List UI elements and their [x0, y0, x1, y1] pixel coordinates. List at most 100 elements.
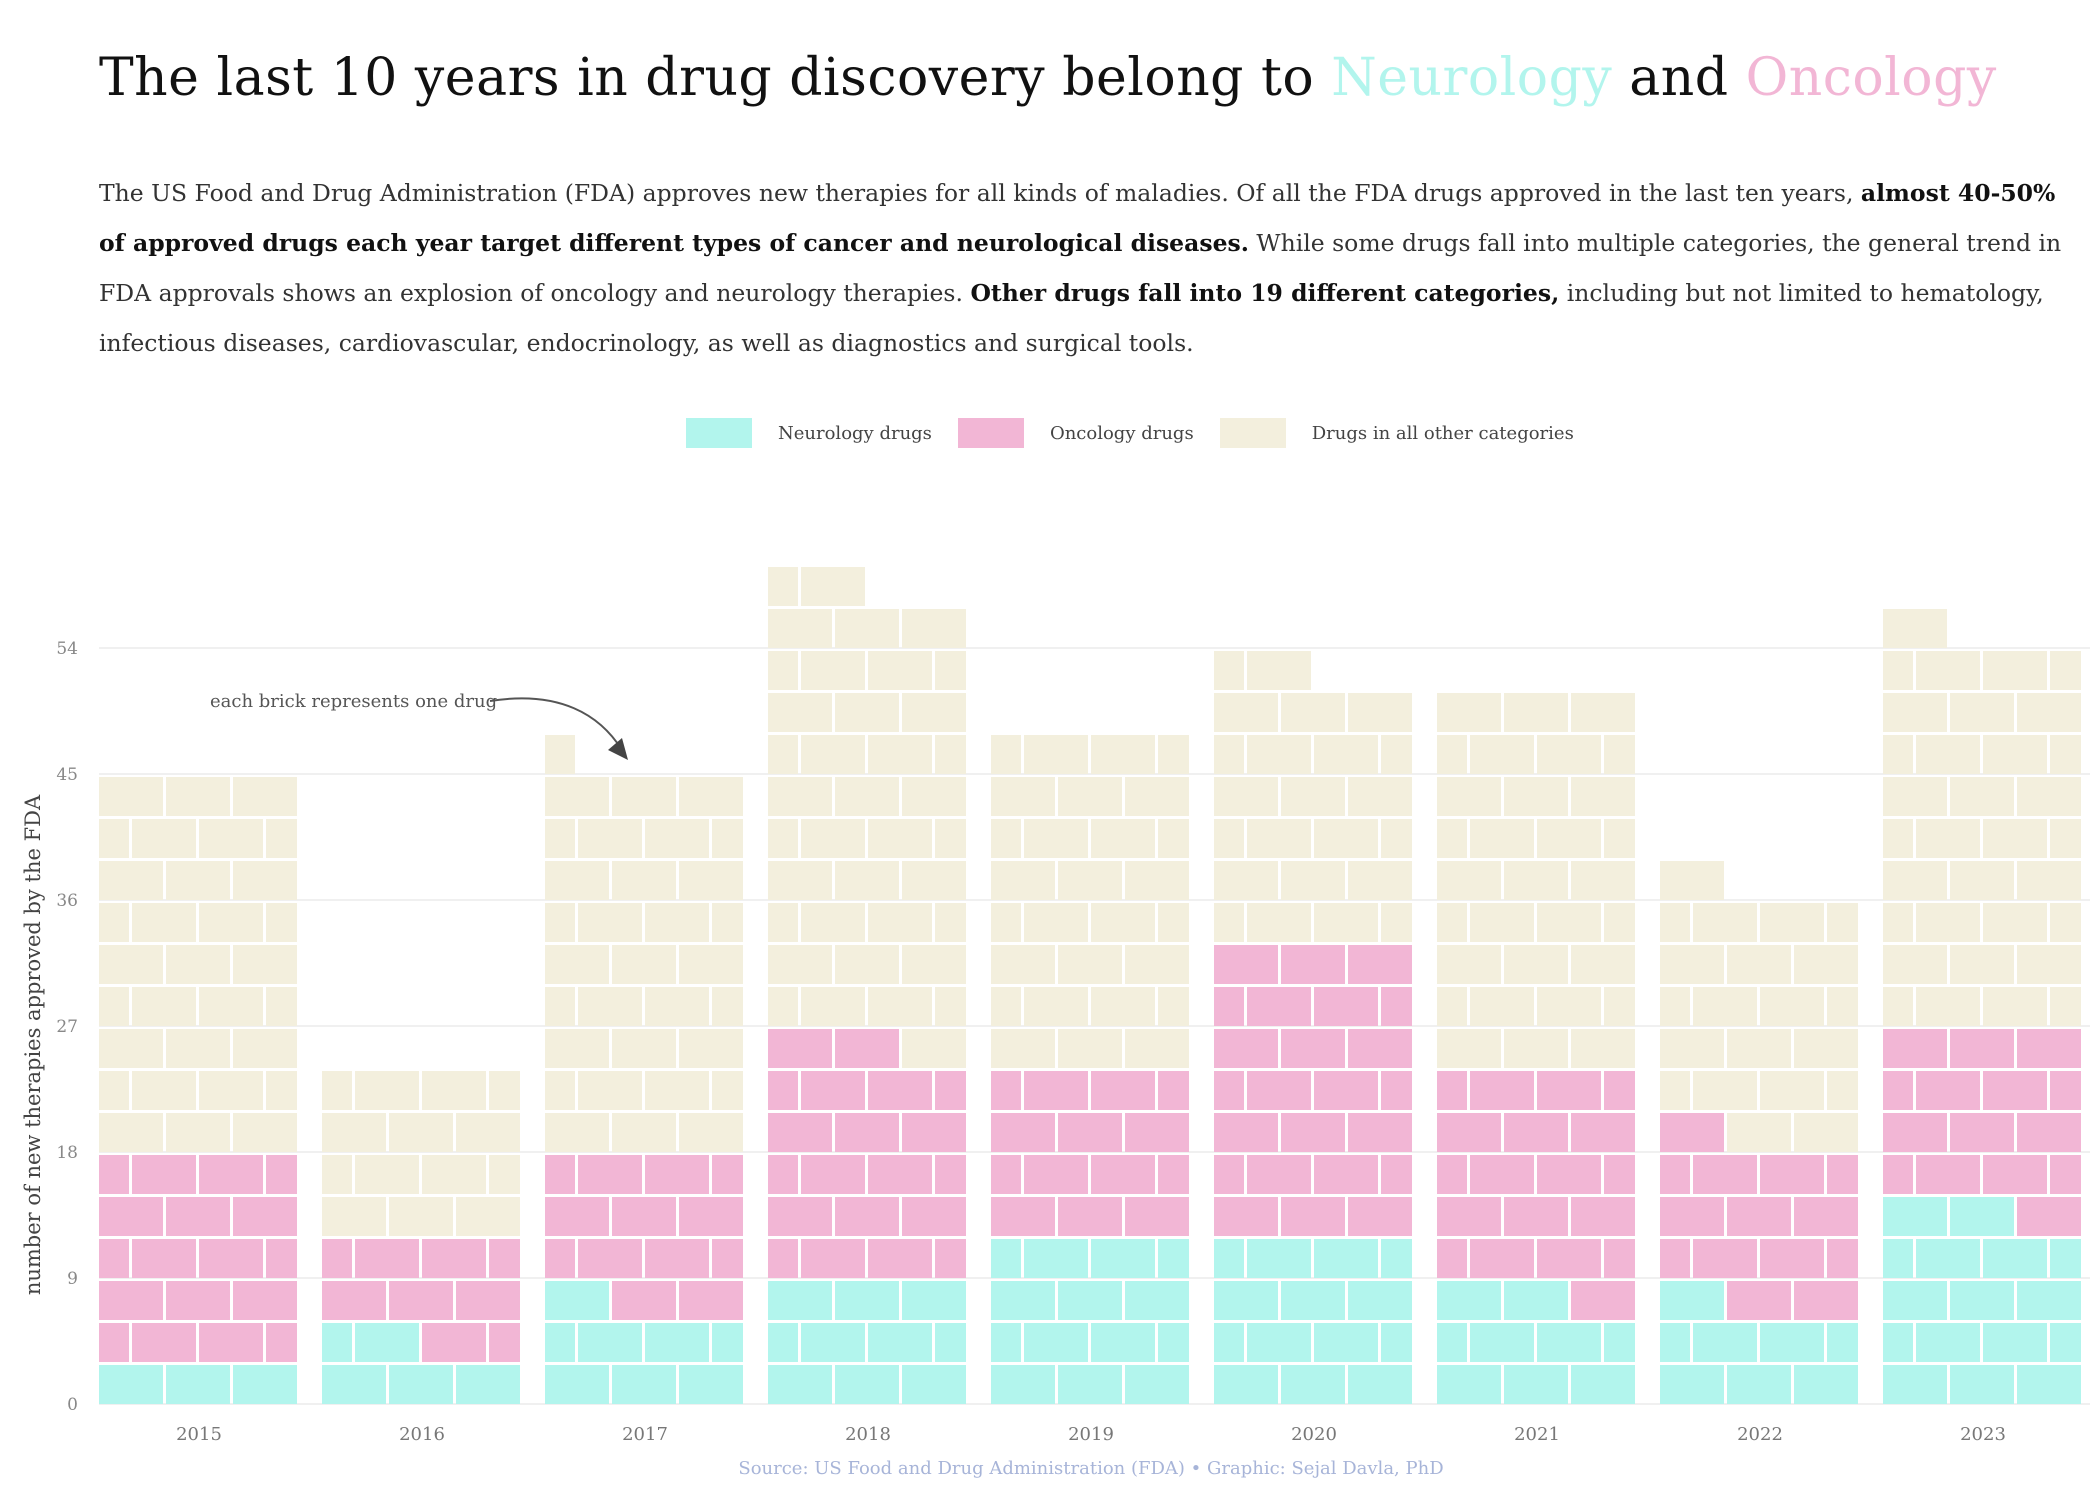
brick-oncology	[1883, 1113, 1947, 1152]
brick-neurology	[768, 1365, 832, 1404]
brick-oncology	[835, 1113, 899, 1152]
brick-drugs	[1727, 1029, 1791, 1068]
brick-drugs	[801, 651, 865, 690]
brick-drugs	[712, 903, 743, 942]
brick-drugs	[612, 861, 676, 900]
brick-oncology	[1437, 1155, 1467, 1194]
brick-oncology	[1214, 987, 1244, 1026]
brick-drugs	[1794, 945, 1858, 984]
brick-oncology	[991, 1155, 1021, 1194]
brick-oncology	[1727, 1197, 1791, 1236]
brick-oncology	[1281, 945, 1345, 984]
brick-oncology	[1314, 1155, 1378, 1194]
brick-drugs	[991, 903, 1021, 942]
brick-drugs	[1125, 861, 1189, 900]
brick-neurology	[835, 1281, 899, 1320]
brick-drugs	[1916, 819, 1980, 858]
annotation-arrow	[489, 697, 623, 751]
brick-drugs	[1437, 861, 1501, 900]
brick-drugs	[266, 819, 297, 858]
brick-oncology	[1247, 987, 1311, 1026]
brick-oncology	[545, 1155, 575, 1194]
brick-oncology	[768, 1197, 832, 1236]
brick-neurology	[712, 1323, 743, 1362]
brick-drugs	[1348, 777, 1412, 816]
brick-drugs	[902, 861, 966, 900]
brick-drugs	[801, 819, 865, 858]
brick-oncology	[679, 1281, 743, 1320]
brick-neurology	[1693, 1323, 1757, 1362]
brick-oncology	[1693, 1155, 1757, 1194]
brick-drugs	[1727, 945, 1791, 984]
brick-oncology	[99, 1323, 129, 1362]
chart-description: The US Food and Drug Administration (FDA…	[99, 168, 2089, 368]
source-credit: Source: US Food and Drug Administration …	[738, 1458, 1444, 1479]
brick-neurology	[1214, 1365, 1278, 1404]
brick-drugs	[166, 861, 230, 900]
bar-2019	[991, 735, 1189, 1404]
brick-oncology	[1660, 1155, 1690, 1194]
brick-drugs	[99, 903, 129, 942]
brick-drugs	[266, 987, 297, 1026]
brick-drugs	[1827, 1071, 1858, 1110]
brick-neurology	[166, 1365, 230, 1404]
brick-neurology	[456, 1365, 520, 1404]
brick-oncology	[132, 1323, 196, 1362]
brick-drugs	[835, 861, 899, 900]
y-tick-label: 18	[56, 1143, 78, 1163]
brick-drugs	[645, 819, 709, 858]
brick-drugs	[1381, 735, 1412, 774]
bar-2021	[1437, 693, 1635, 1404]
brick-oncology	[1827, 1155, 1858, 1194]
brick-oncology	[132, 1155, 196, 1194]
brick-drugs	[991, 819, 1021, 858]
brick-drugs	[868, 819, 932, 858]
brick-oncology	[1760, 1239, 1824, 1278]
brick-drugs	[679, 861, 743, 900]
brick-oncology	[1214, 945, 1278, 984]
brick-oncology	[545, 1197, 609, 1236]
brick-oncology	[1437, 1239, 1467, 1278]
y-tick-label: 0	[67, 1395, 78, 1415]
brick-drugs	[545, 903, 575, 942]
brick-oncology	[1381, 1071, 1412, 1110]
brick-oncology	[99, 1197, 163, 1236]
brick-drugs	[1883, 777, 1947, 816]
brick-drugs	[1727, 1113, 1791, 1152]
brick-drugs	[902, 1029, 966, 1068]
brick-drugs	[489, 1155, 520, 1194]
brick-oncology	[1794, 1281, 1858, 1320]
brick-neurology	[322, 1365, 386, 1404]
brick-neurology	[868, 1323, 932, 1362]
brick-neurology	[835, 1365, 899, 1404]
brick-oncology	[1348, 945, 1412, 984]
brick-oncology	[801, 1239, 865, 1278]
brick-drugs	[1348, 693, 1412, 732]
brick-drugs	[1314, 903, 1378, 942]
legend-item-other: Drugs in all other categories	[1219, 418, 1574, 448]
brick-neurology	[1314, 1323, 1378, 1362]
brick-drugs	[233, 945, 297, 984]
brick-drugs	[422, 1071, 486, 1110]
brick-oncology	[1571, 1113, 1635, 1152]
annotation: each brick represents one drug	[210, 691, 628, 760]
legend-swatch-other	[1219, 418, 1286, 448]
brick-drugs	[1693, 987, 1757, 1026]
brick-neurology	[1727, 1365, 1791, 1404]
brick-drugs	[1091, 903, 1155, 942]
brick-drugs	[99, 1113, 163, 1152]
brick-oncology	[489, 1323, 520, 1362]
brick-drugs	[132, 1071, 196, 1110]
brick-neurology	[1281, 1281, 1345, 1320]
brick-oncology	[1024, 1071, 1088, 1110]
brick-neurology	[1604, 1323, 1635, 1362]
brick-neurology	[1091, 1239, 1155, 1278]
brick-drugs	[1058, 777, 1122, 816]
brick-neurology	[1983, 1323, 2047, 1362]
brick-drugs	[1024, 903, 1088, 942]
brick-neurology	[1916, 1239, 1980, 1278]
brick-neurology	[1660, 1365, 1724, 1404]
brick-drugs	[1437, 987, 1467, 1026]
brick-oncology	[1214, 1113, 1278, 1152]
brick-oncology	[1660, 1197, 1724, 1236]
